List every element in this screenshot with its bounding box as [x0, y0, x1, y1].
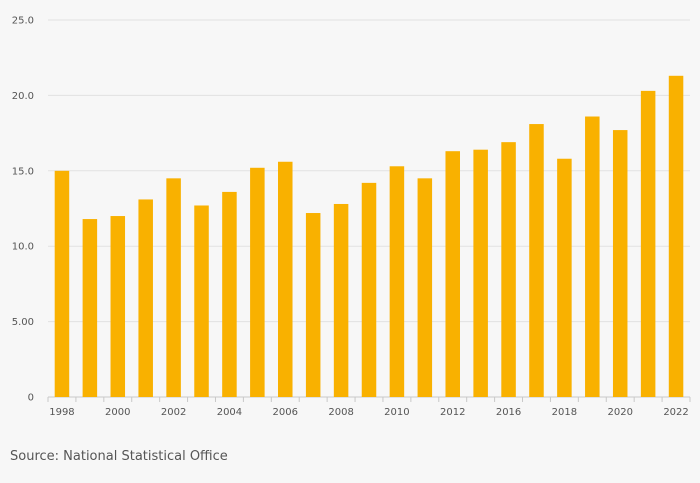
y-tick-label: 0	[28, 393, 34, 404]
x-tick-label: 2004	[217, 407, 242, 418]
bar	[389, 166, 405, 397]
bar	[82, 219, 98, 397]
bar-chart: 0 5.00 10.0 15.0 20.0 25.0 1998 2000 2002 2004 200…	[12, 16, 691, 418]
x-tick-label: 2008	[328, 407, 353, 418]
x-tick-label: 1998	[49, 407, 74, 418]
bar	[54, 170, 70, 397]
bar	[445, 151, 460, 397]
x-tick-label: 2000	[105, 407, 130, 418]
x-tick-label: 2016	[496, 407, 521, 418]
bar	[305, 213, 321, 397]
bar	[668, 75, 684, 398]
y-tick-label: 20.0	[12, 91, 34, 102]
bar	[361, 182, 377, 397]
x-tick-label: 2020	[607, 407, 632, 418]
bar	[110, 216, 126, 397]
y-tick-label: 10.0	[12, 242, 34, 253]
bar	[194, 205, 209, 397]
bar	[138, 199, 153, 397]
bar	[529, 124, 544, 397]
x-tick-label: 2010	[384, 407, 409, 418]
bar	[640, 90, 656, 397]
x-tick-label: 2002	[161, 407, 186, 418]
bar	[557, 158, 572, 397]
y-tick-label: 15.0	[12, 166, 34, 177]
bar	[417, 178, 433, 397]
bar	[222, 191, 237, 397]
bar	[278, 161, 293, 397]
bar	[250, 167, 265, 397]
bar	[333, 203, 349, 397]
y-tick-label: 25.0	[12, 16, 34, 27]
bar	[166, 178, 181, 397]
x-tick-label: 2006	[273, 407, 298, 418]
bar	[501, 142, 516, 397]
bar	[585, 116, 600, 398]
x-tick-label: 2022	[663, 407, 688, 418]
bar	[473, 149, 488, 397]
x-tick-label: 2012	[440, 407, 465, 418]
bar	[612, 130, 628, 398]
y-tick-label: 5.00	[12, 317, 34, 328]
source-note: Source: National Statistical Office	[10, 449, 228, 464]
x-tick-label: 2018	[552, 407, 577, 418]
